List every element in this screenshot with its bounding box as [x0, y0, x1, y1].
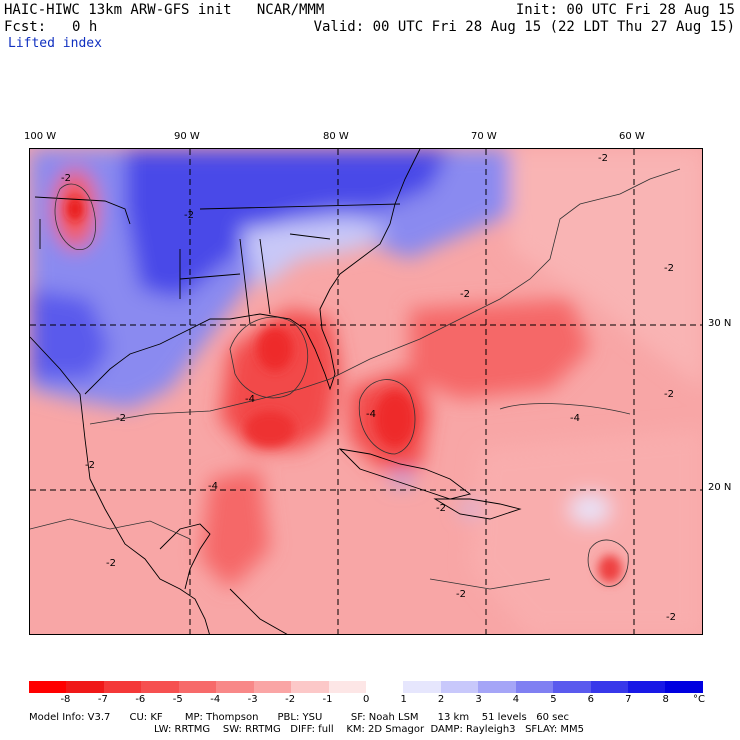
colorbar-tick-label: -7 [98, 694, 108, 705]
contour-label: -4 [366, 409, 376, 420]
colorbar-tick-label: -5 [173, 694, 183, 705]
contour-label: -2 [664, 389, 674, 400]
field-name: Lifted index [8, 36, 102, 51]
map-canvas: -2 -2 -2 -2 -2 -2 -2 -2 -4 -4 -4 -4 -2 -… [30, 149, 703, 635]
colorbar-swatch [628, 681, 665, 693]
contour-label: -4 [208, 481, 218, 492]
colorbar-swatch [441, 681, 478, 693]
colorbar-swatch [291, 681, 328, 693]
init-time: Init: 00 UTC Fri 28 Aug 15 [516, 2, 735, 18]
colorbar-tick-label: -3 [248, 694, 258, 705]
colorbar-swatch [254, 681, 291, 693]
colorbar [29, 681, 703, 693]
colorbar-tick-label: 8 [663, 694, 669, 705]
colorbar-tick-label: 4 [513, 694, 519, 705]
lat-label-20n: 20 N [708, 482, 731, 493]
colorbar-swatch [29, 681, 66, 693]
valid-time: Valid: 00 UTC Fri 28 Aug 15 (22 LDT Thu … [314, 19, 735, 35]
colorbar-tick-label: -2 [285, 694, 295, 705]
colorbar-tick-label: -8 [60, 694, 70, 705]
colorbar-swatch [179, 681, 216, 693]
contour-label: -2 [116, 413, 126, 424]
contour-label: -2 [664, 263, 674, 274]
colorbar-tick-label: 5 [550, 694, 556, 705]
lifted-index-map: -2 -2 -2 -2 -2 -2 -2 -2 -4 -4 -4 -4 -2 -… [29, 148, 703, 635]
contour-label: -2 [106, 558, 116, 569]
colorbar-tick-label: 1 [400, 694, 406, 705]
colorbar-tick-label: 2 [438, 694, 444, 705]
contour-label: -4 [570, 413, 580, 424]
map-title: HAIC-HIWC 13km ARW-GFS init NCAR/MMM [4, 2, 324, 18]
forecast-hour: 0 h [72, 19, 97, 35]
contour-label: -2 [61, 173, 71, 184]
colorbar-swatch [329, 681, 366, 693]
colorbar-swatch [478, 681, 515, 693]
contour-label: -4 [245, 394, 255, 405]
colorbar-swatch [141, 681, 178, 693]
colorbar-swatch [366, 681, 403, 693]
model-info-line2: LW: RRTMG SW: RRTMG DIFF: full KM: 2D Sm… [154, 724, 584, 735]
contour-label: -2 [598, 153, 608, 164]
colorbar-tick-label: -1 [323, 694, 333, 705]
lon-label-70w: 70 W [471, 131, 497, 142]
lon-label-100w: 100 W [24, 131, 56, 142]
colorbar-tick-label: 6 [588, 694, 594, 705]
model-info-line1: Model Info: V3.7 CU: KF MP: Thompson PBL… [29, 712, 569, 723]
contour-label: -2 [460, 289, 470, 300]
contour-label: -2 [184, 210, 194, 221]
colorbar-swatch [516, 681, 553, 693]
colorbar-swatch [216, 681, 253, 693]
colorbar-unit: °C [693, 694, 705, 705]
lon-label-80w: 80 W [323, 131, 349, 142]
contour-label: -2 [436, 503, 446, 514]
contour-label: -2 [666, 612, 676, 623]
colorbar-swatch [591, 681, 628, 693]
colorbar-swatch [66, 681, 103, 693]
colorbar-tick-label: -6 [135, 694, 145, 705]
colorbar-swatch [553, 681, 590, 693]
contour-label: -2 [85, 460, 95, 471]
colorbar-tick-label: -4 [210, 694, 220, 705]
contour-label: -2 [456, 589, 466, 600]
lon-label-90w: 90 W [174, 131, 200, 142]
lat-label-30n: 30 N [708, 318, 731, 329]
colorbar-swatch [665, 681, 702, 693]
lon-label-60w: 60 W [619, 131, 645, 142]
colorbar-tick-label: 7 [625, 694, 631, 705]
colorbar-swatch [403, 681, 440, 693]
forecast-label: Fcst: [4, 19, 46, 35]
colorbar-tick-label: 3 [475, 694, 481, 705]
colorbar-tick-label: 0 [363, 694, 369, 705]
colorbar-swatch [104, 681, 141, 693]
